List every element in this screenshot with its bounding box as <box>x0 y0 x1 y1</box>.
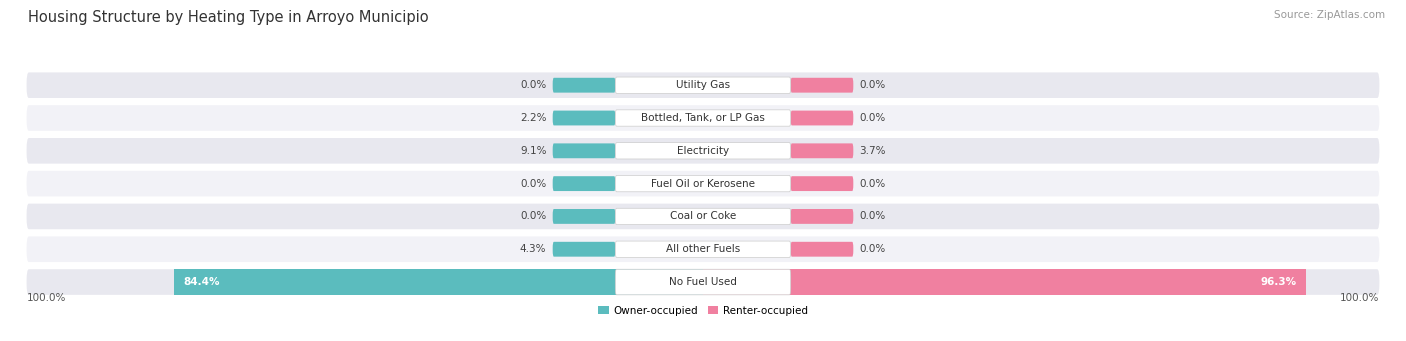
FancyBboxPatch shape <box>790 176 853 191</box>
FancyBboxPatch shape <box>790 78 853 93</box>
FancyBboxPatch shape <box>616 241 790 257</box>
Text: Electricity: Electricity <box>676 146 730 156</box>
Text: 0.0%: 0.0% <box>520 179 547 189</box>
Text: 0.0%: 0.0% <box>859 113 886 123</box>
FancyBboxPatch shape <box>616 77 790 93</box>
Text: 0.0%: 0.0% <box>859 80 886 90</box>
Text: Fuel Oil or Kerosene: Fuel Oil or Kerosene <box>651 179 755 189</box>
Text: 0.0%: 0.0% <box>520 211 547 221</box>
Text: 9.1%: 9.1% <box>520 146 547 156</box>
FancyBboxPatch shape <box>27 105 1379 131</box>
FancyBboxPatch shape <box>27 269 1379 295</box>
FancyBboxPatch shape <box>553 242 616 257</box>
Text: 84.4%: 84.4% <box>184 277 221 287</box>
Legend: Owner-occupied, Renter-occupied: Owner-occupied, Renter-occupied <box>599 306 807 316</box>
Text: 2.2%: 2.2% <box>520 113 547 123</box>
Text: Coal or Coke: Coal or Coke <box>669 211 737 221</box>
FancyBboxPatch shape <box>553 144 616 158</box>
FancyBboxPatch shape <box>553 209 616 224</box>
Text: All other Fuels: All other Fuels <box>666 244 740 254</box>
Text: Source: ZipAtlas.com: Source: ZipAtlas.com <box>1274 10 1385 20</box>
Text: 4.3%: 4.3% <box>520 244 547 254</box>
FancyBboxPatch shape <box>553 176 616 191</box>
FancyBboxPatch shape <box>27 138 1379 164</box>
Bar <box>174 269 703 295</box>
FancyBboxPatch shape <box>553 78 616 93</box>
FancyBboxPatch shape <box>27 171 1379 196</box>
FancyBboxPatch shape <box>790 209 853 224</box>
FancyBboxPatch shape <box>616 110 790 126</box>
Text: 0.0%: 0.0% <box>859 244 886 254</box>
FancyBboxPatch shape <box>616 208 790 225</box>
FancyBboxPatch shape <box>790 242 853 257</box>
FancyBboxPatch shape <box>790 144 853 158</box>
Text: 3.7%: 3.7% <box>859 146 886 156</box>
FancyBboxPatch shape <box>27 236 1379 262</box>
FancyBboxPatch shape <box>616 176 790 192</box>
FancyBboxPatch shape <box>616 143 790 159</box>
Text: 0.0%: 0.0% <box>520 80 547 90</box>
Text: 0.0%: 0.0% <box>859 179 886 189</box>
FancyBboxPatch shape <box>553 110 616 125</box>
Text: 100.0%: 100.0% <box>27 294 66 303</box>
Text: 96.3%: 96.3% <box>1261 277 1296 287</box>
Bar <box>703 269 1306 295</box>
FancyBboxPatch shape <box>27 204 1379 229</box>
Text: 0.0%: 0.0% <box>859 211 886 221</box>
Text: Utility Gas: Utility Gas <box>676 80 730 90</box>
FancyBboxPatch shape <box>616 269 790 295</box>
Text: Housing Structure by Heating Type in Arroyo Municipio: Housing Structure by Heating Type in Arr… <box>28 10 429 25</box>
FancyBboxPatch shape <box>27 72 1379 98</box>
FancyBboxPatch shape <box>790 110 853 125</box>
Text: 100.0%: 100.0% <box>1340 294 1379 303</box>
Text: Bottled, Tank, or LP Gas: Bottled, Tank, or LP Gas <box>641 113 765 123</box>
Text: No Fuel Used: No Fuel Used <box>669 277 737 287</box>
